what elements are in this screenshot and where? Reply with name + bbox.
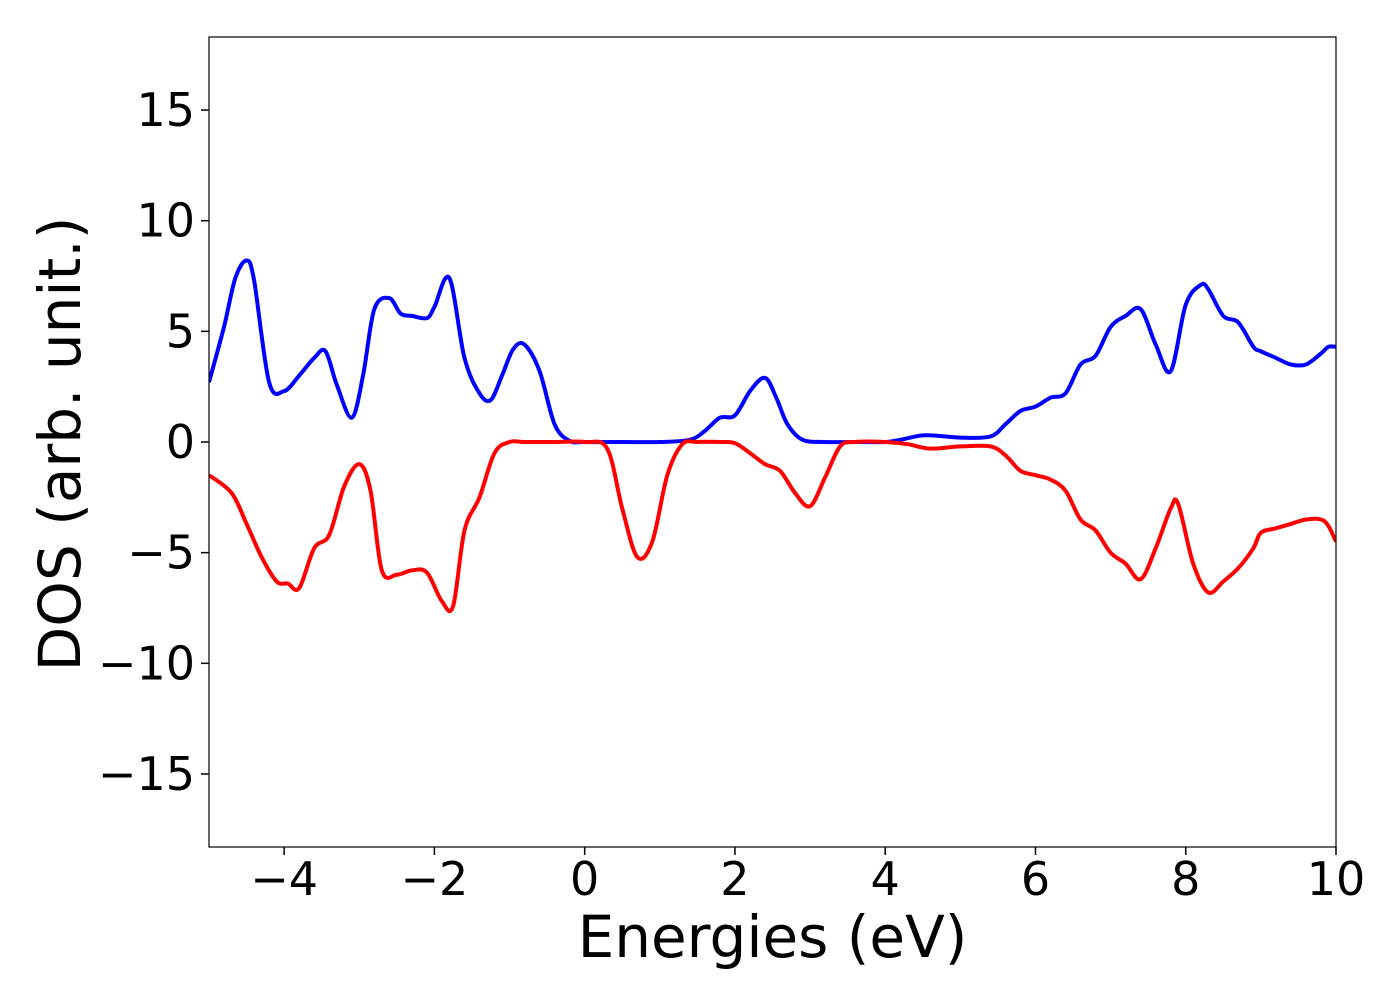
x-tick-label: 8 <box>1171 852 1200 906</box>
x-tick-label: 2 <box>720 852 749 906</box>
y-tick-label: −5 <box>127 526 195 580</box>
series-line-spin-up <box>209 258 1336 445</box>
y-tick-label: 10 <box>136 194 195 248</box>
x-tick-label: 10 <box>1307 852 1366 906</box>
y-tick-label: 5 <box>166 304 195 358</box>
x-tick-label: 6 <box>1021 852 1050 906</box>
x-tick-label: 0 <box>570 852 599 906</box>
x-tick-label: 4 <box>871 852 900 906</box>
y-tick-label: 15 <box>136 83 195 137</box>
y-tick-label: −10 <box>98 636 195 690</box>
series-layer <box>209 258 1336 614</box>
y-axis-ticks: 15 10 5 0 −5 −10 −15 <box>98 83 209 801</box>
series-line-spin-down <box>209 439 1336 614</box>
x-axis-ticks: −4 −2 0 2 4 6 8 10 <box>250 847 1365 906</box>
x-tick-label: −4 <box>250 852 318 906</box>
y-tick-label: −15 <box>98 747 195 801</box>
y-axis-title: DOS (arb. unit.) <box>26 217 94 672</box>
y-tick-label: 0 <box>166 415 195 469</box>
x-axis-title: Energies (eV) <box>578 903 968 971</box>
x-tick-label: −2 <box>400 852 468 906</box>
